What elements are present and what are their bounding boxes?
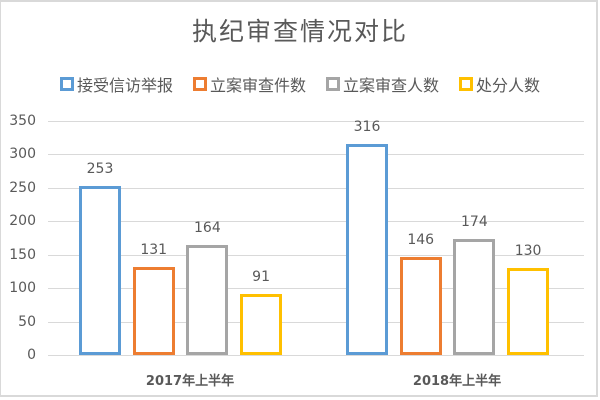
bar [399,257,442,355]
bar [507,268,550,355]
gridline [48,188,584,189]
legend-label: 处分人数 [476,76,541,95]
gridline [48,255,584,256]
data-label: 130 [514,243,542,260]
gridline [48,322,584,323]
legend-label: 立案审查人数 [343,76,440,95]
y-tick: 150 [9,246,36,263]
bar [186,245,229,355]
legend-swatch-icon [192,77,207,91]
legend-item-punished: 处分人数 [459,72,540,96]
y-tick: 50 [18,313,36,330]
gridline [48,121,584,122]
bar [346,143,388,355]
data-label: 146 [407,232,435,249]
legend-label: 接受信访举报 [76,76,173,95]
gridline [48,154,584,155]
bar [132,267,175,355]
legend-swatch-icon [459,77,474,91]
data-label: 174 [461,213,488,230]
legend-item-persons: 立案审查人数 [326,72,439,96]
gridline [48,355,584,356]
y-tick: 350 [9,113,36,129]
legend-item-cases: 立案审查件数 [192,72,306,96]
data-label: 164 [194,220,221,237]
bar [79,185,121,355]
data-label: 253 [86,160,114,177]
y-tick: 100 [9,280,36,297]
legend-swatch-icon [59,77,74,91]
gridline [48,221,584,222]
y-tick: 0 [27,347,36,363]
legend-label: 立案审查件数 [209,76,306,95]
y-tick: 300 [9,146,36,163]
bar [453,238,496,355]
y-tick: 200 [9,213,36,230]
y-tick: 250 [9,179,36,196]
data-label: 91 [252,269,270,286]
chart-legend: 接受信访举报 立案审查件数 立案审查人数 处分人数 [0,72,600,96]
legend-item-reports: 接受信访举报 [59,72,173,96]
x-category-label: 2018年上半年 [412,374,502,389]
chart-title: 执纪审查情况对比 [191,17,408,46]
bar [240,294,283,355]
data-label: 316 [353,118,381,135]
legend-swatch-icon [326,77,340,91]
data-label: 131 [140,242,168,259]
x-category-label: 2017年上半年 [145,374,235,389]
gridline [48,288,584,289]
